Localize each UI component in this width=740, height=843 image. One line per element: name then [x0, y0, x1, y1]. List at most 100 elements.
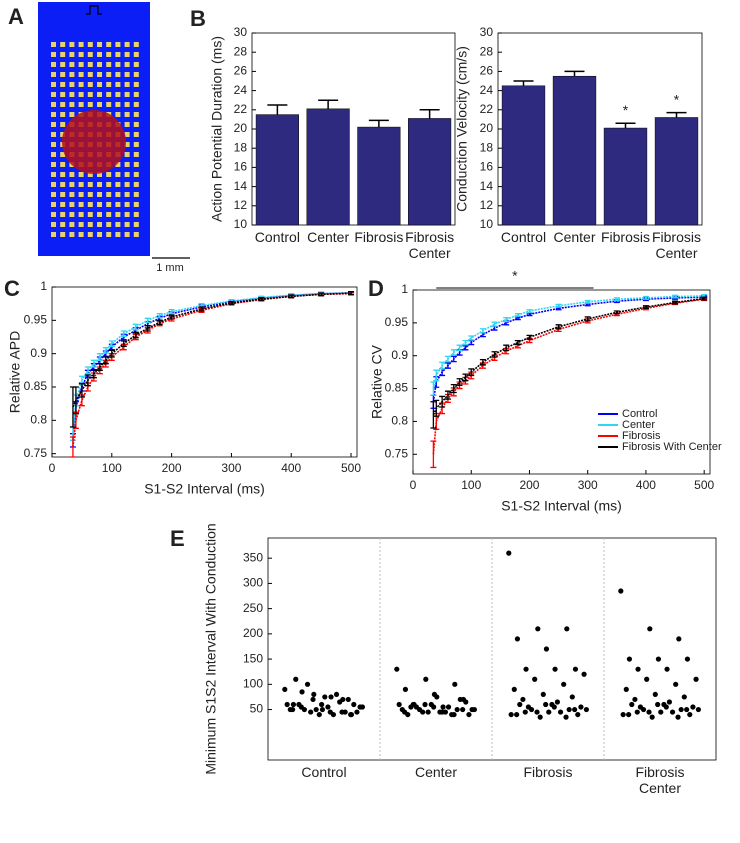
x-axis-label: S1-S2 Interval (ms) [144, 481, 265, 497]
point [681, 694, 687, 700]
point [311, 691, 317, 698]
point [423, 676, 429, 682]
point [290, 706, 296, 713]
point [664, 666, 670, 672]
x-tick-label: 0 [49, 461, 56, 475]
grid-square [51, 172, 56, 177]
error-bar [468, 368, 475, 377]
y-tick-label: 0.85 [24, 379, 48, 393]
y-tick-label: 28 [480, 44, 494, 58]
point [402, 709, 408, 715]
grid-square [97, 42, 102, 47]
grid-square [106, 72, 112, 77]
error-bar [462, 345, 469, 351]
grid-square [97, 192, 102, 197]
grid-square [106, 82, 112, 87]
grid-square [60, 42, 66, 47]
grid-square [87, 172, 93, 177]
grid-square [97, 222, 102, 227]
grid-square [97, 172, 102, 177]
grid-square [51, 122, 56, 127]
grid-square [97, 92, 102, 97]
error-bar [613, 297, 620, 302]
point [337, 699, 343, 705]
point [298, 704, 304, 710]
x-tick-label: 100 [102, 461, 122, 475]
point [666, 699, 673, 705]
grid-square [106, 222, 112, 227]
bar [306, 108, 350, 226]
y-tick-label: 20 [480, 121, 494, 135]
grid-square [51, 152, 56, 157]
grid-square [60, 72, 66, 77]
point [454, 706, 460, 713]
y-tick-label: 20 [234, 121, 248, 135]
grid-square [51, 62, 56, 67]
point [646, 709, 652, 715]
point [348, 711, 354, 718]
grid-square [87, 92, 93, 97]
grid-square [51, 202, 56, 207]
grid-square [97, 102, 102, 107]
point [434, 694, 440, 700]
point [508, 711, 514, 718]
error-bar [156, 313, 163, 319]
grid-square [124, 72, 130, 77]
error-bar [144, 325, 151, 332]
error-bar [69, 436, 76, 458]
y-tick-label: 24 [234, 83, 248, 97]
panel-label: A [8, 4, 24, 29]
point [554, 699, 561, 705]
grid-square [106, 192, 112, 197]
error-bar [439, 395, 446, 408]
point [282, 686, 288, 692]
grid-square [97, 62, 102, 67]
grid-square [115, 52, 121, 57]
grid-square [60, 122, 66, 127]
grid-square [51, 182, 56, 187]
point [658, 709, 664, 715]
grid-square [87, 82, 93, 87]
point [649, 714, 655, 720]
grid-square [115, 102, 121, 107]
error-bar [84, 374, 91, 387]
point [520, 696, 526, 703]
point [620, 711, 626, 718]
grid-square [69, 212, 75, 217]
grid-square [60, 132, 66, 137]
center-region [62, 110, 126, 174]
grid-square [124, 42, 130, 47]
error-bar [526, 309, 533, 313]
grid-square [124, 152, 130, 157]
point [678, 706, 684, 713]
y-tick-label: 12 [234, 198, 248, 212]
x-tick-label: Fibrosis [601, 229, 650, 245]
bar [357, 126, 401, 226]
y-tick-label: 250 [243, 601, 263, 615]
grid-square [133, 232, 139, 237]
grid-square [87, 202, 93, 207]
grid-square [60, 52, 66, 57]
grid-square [51, 142, 56, 147]
grid-square [106, 202, 112, 207]
grid-square [106, 232, 112, 237]
grid-square [115, 212, 121, 217]
point [675, 714, 681, 720]
error-bar [419, 109, 440, 119]
error-bar [120, 330, 127, 337]
y-tick-label: 1 [40, 279, 47, 293]
point [359, 704, 366, 710]
point [339, 709, 345, 715]
point [623, 686, 629, 692]
error-bar [78, 383, 85, 398]
grid-square [78, 52, 84, 57]
grid-square [78, 102, 84, 107]
grid-square [78, 62, 84, 67]
point [460, 706, 466, 713]
axes-frame [51, 286, 358, 458]
grid-square [78, 92, 84, 97]
grid-square [133, 142, 139, 147]
grid-square [124, 142, 130, 147]
error-bar [672, 300, 679, 305]
y-axis-label: Minimum S1S2 Interval With Conduction [203, 523, 219, 774]
